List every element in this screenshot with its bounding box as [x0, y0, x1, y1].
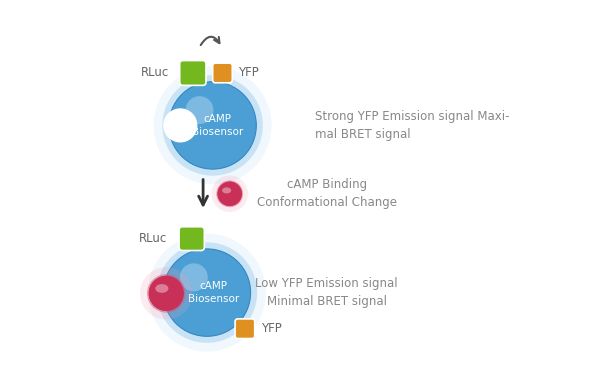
Ellipse shape	[211, 176, 248, 212]
Text: Low YFP Emission signal
Minimal BRET signal: Low YFP Emission signal Minimal BRET sig…	[255, 277, 398, 308]
Text: RLuc: RLuc	[139, 232, 167, 245]
Ellipse shape	[218, 182, 242, 206]
Ellipse shape	[218, 182, 242, 206]
Ellipse shape	[140, 267, 193, 320]
Text: YFP: YFP	[238, 66, 259, 79]
Text: cAMP
Biosensor: cAMP Biosensor	[188, 282, 239, 304]
Ellipse shape	[217, 180, 243, 207]
Circle shape	[154, 66, 272, 184]
Circle shape	[163, 108, 197, 142]
Circle shape	[163, 249, 251, 336]
Ellipse shape	[222, 187, 231, 193]
FancyBboxPatch shape	[179, 60, 206, 86]
Text: cAMP Binding
Conformational Change: cAMP Binding Conformational Change	[257, 178, 397, 209]
FancyBboxPatch shape	[212, 63, 232, 83]
Circle shape	[169, 82, 256, 169]
Circle shape	[185, 96, 214, 124]
Text: Strong YFP Emission signal Maxi-
mal BRET signal: Strong YFP Emission signal Maxi- mal BRE…	[315, 110, 510, 141]
Circle shape	[169, 82, 256, 169]
Ellipse shape	[149, 276, 184, 311]
Circle shape	[180, 263, 208, 291]
Ellipse shape	[147, 274, 185, 313]
Ellipse shape	[155, 284, 169, 293]
Circle shape	[163, 249, 251, 336]
Circle shape	[163, 75, 263, 176]
Text: cAMP
Biosensor: cAMP Biosensor	[191, 114, 243, 136]
Circle shape	[157, 242, 257, 343]
Circle shape	[148, 234, 266, 352]
Text: RLuc: RLuc	[140, 66, 169, 79]
FancyBboxPatch shape	[179, 227, 205, 250]
Text: YFP: YFP	[261, 322, 282, 335]
FancyBboxPatch shape	[235, 319, 255, 339]
Ellipse shape	[149, 276, 184, 311]
